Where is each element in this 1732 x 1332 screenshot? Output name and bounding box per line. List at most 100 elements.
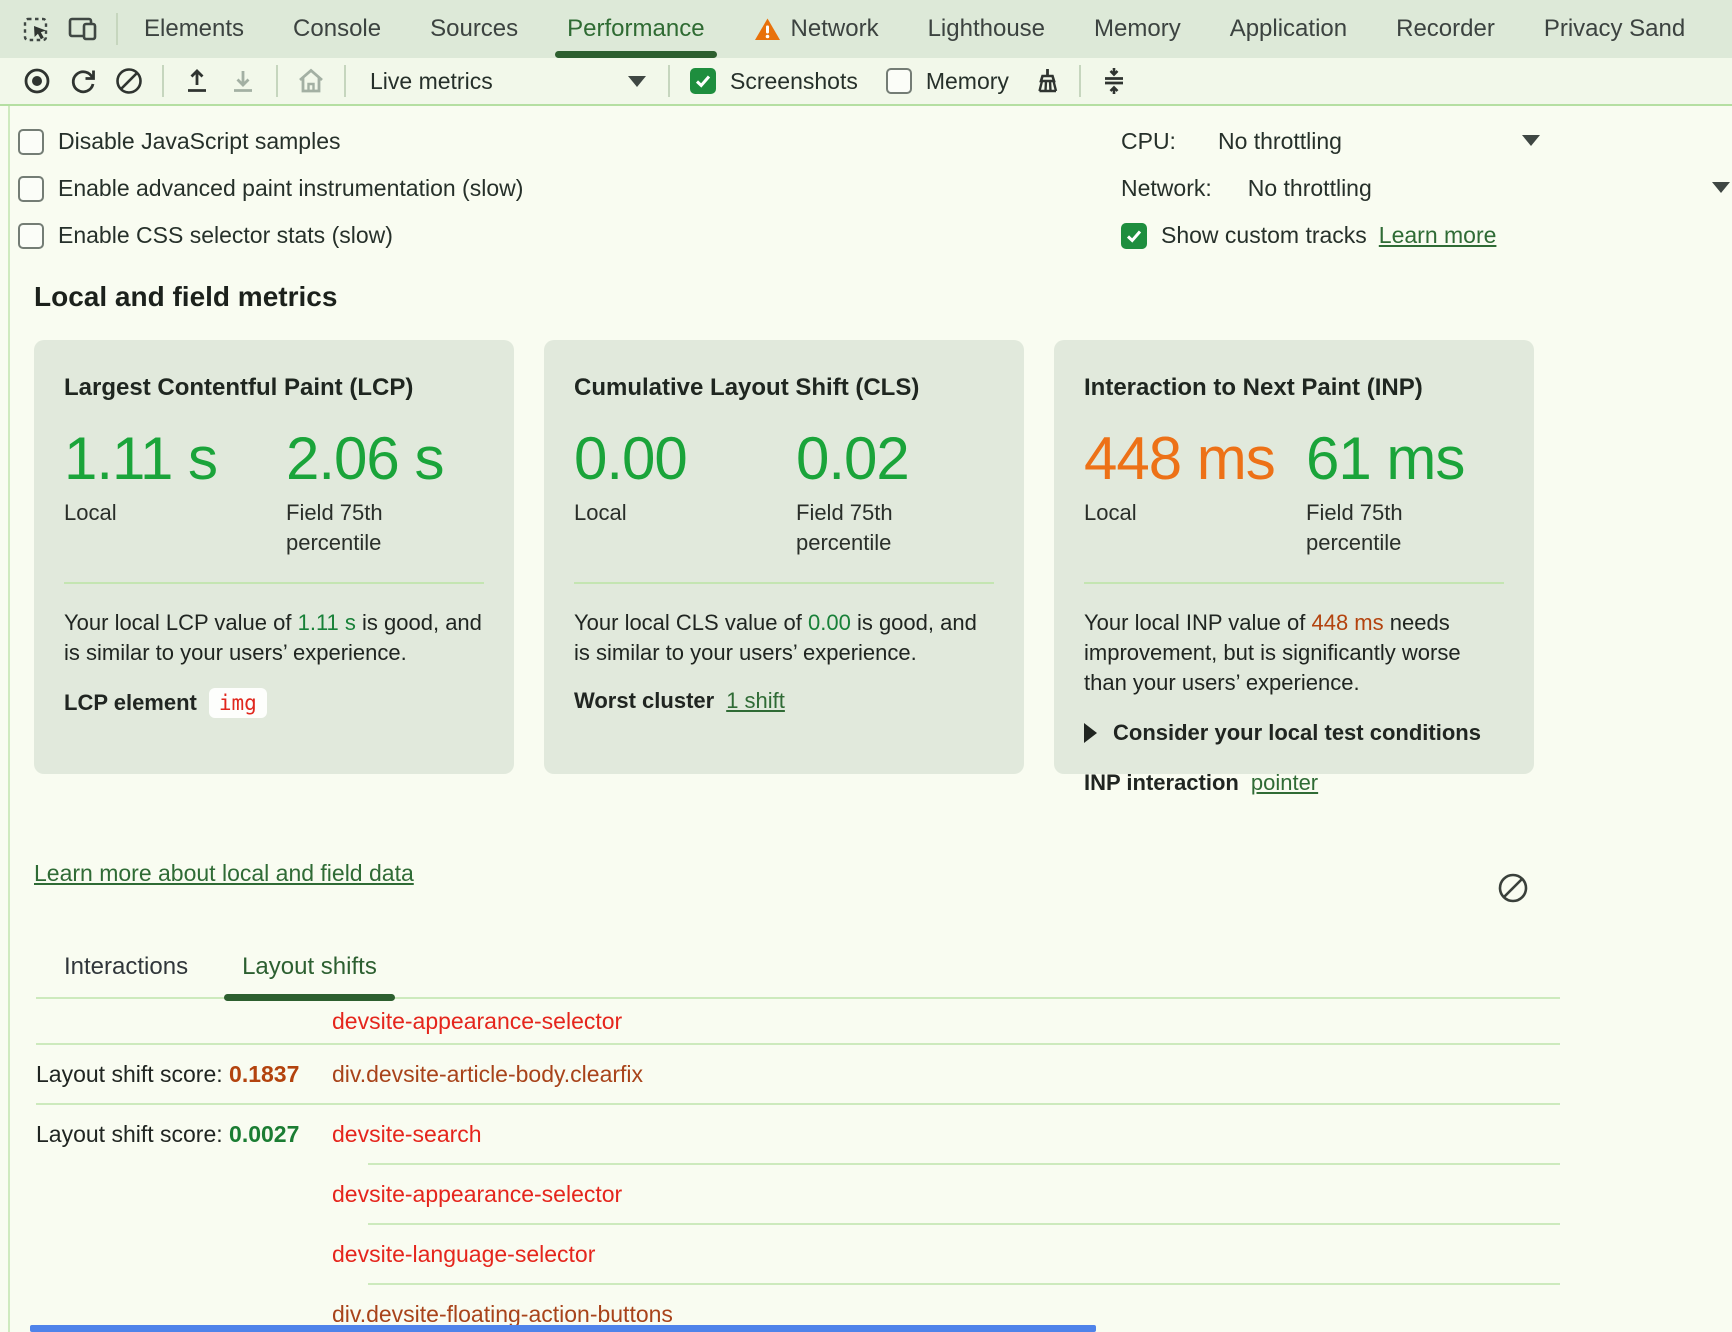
layout-shift-row[interactable]: devsite-appearance-selector xyxy=(0,999,1560,1043)
description-value: 0.00 xyxy=(808,610,851,635)
tab-network[interactable]: Network xyxy=(738,0,895,58)
performance-toolbar: Live metrics Screenshots Memory xyxy=(0,58,1732,106)
tab-application[interactable]: Application xyxy=(1214,0,1363,58)
tab-lighthouse[interactable]: Lighthouse xyxy=(912,0,1061,58)
collect-garbage-button[interactable] xyxy=(1023,61,1069,101)
toggle-device-toolbar-button[interactable] xyxy=(60,7,106,51)
row-divider xyxy=(368,1283,1560,1285)
description-text: is good, and is similar to your users’ e… xyxy=(64,610,482,665)
clear-log-button[interactable] xyxy=(1490,866,1536,910)
tab-sources[interactable]: Sources xyxy=(414,0,534,58)
memory-checkbox[interactable] xyxy=(885,68,912,94)
metric-value: 1.11 s xyxy=(64,425,218,492)
layout-shift-row[interactable]: Layout shift score: 0.1837 div.devsite-ar… xyxy=(0,1045,1560,1103)
metric-description: Your local INP value of 448 ms needs imp… xyxy=(1084,608,1504,698)
field-data-learn-more-link[interactable]: Learn more about local and field data xyxy=(34,860,414,886)
worst-cluster-link[interactable]: 1 shift xyxy=(726,688,785,713)
metric-value-label: Field 75th percentile xyxy=(1306,500,1403,555)
memory-checkbox-row[interactable]: Memory xyxy=(885,67,1009,95)
network-warning-icon xyxy=(754,17,781,42)
tab-interactions[interactable]: Interactions xyxy=(64,953,189,980)
shift-node-link[interactable]: div.devsite-floating-action-buttons xyxy=(332,1300,673,1327)
layout-shift-row[interactable]: Layout shift score: 0.0027 devsite-search xyxy=(0,1105,1560,1163)
collapse-vertical-icon xyxy=(1104,68,1123,94)
metric-value-col: 61 ms Field 75th percentile xyxy=(1306,428,1465,558)
save-profile-button[interactable] xyxy=(220,61,266,101)
disable-javascript-samples-checkbox[interactable] xyxy=(18,128,44,155)
tab-performance[interactable]: Performance xyxy=(551,0,720,58)
row-divider xyxy=(36,1043,1560,1045)
upload-icon xyxy=(188,69,206,92)
load-profile-button[interactable] xyxy=(174,61,220,101)
reload-and-record-button[interactable] xyxy=(60,61,106,101)
network-label: Network: xyxy=(1121,175,1212,201)
screenshots-checkbox[interactable] xyxy=(690,68,716,94)
clear-icon xyxy=(116,68,142,94)
card-divider xyxy=(1084,582,1504,584)
network-throttling-select[interactable]: No throttling xyxy=(1247,175,1372,201)
chevron-down-icon[interactable] xyxy=(1712,182,1730,193)
setting-enable-css-selector-stats-slow-[interactable]: Enable CSS selector stats (slow) xyxy=(18,212,523,259)
shift-node-link[interactable]: div.devsite-article-body.clearfix xyxy=(332,1060,644,1087)
tab-label: Console xyxy=(293,15,382,42)
tab-layout-shifts[interactable]: Layout shifts xyxy=(224,953,395,1001)
shift-node-link[interactable]: devsite-appearance-selector xyxy=(332,1007,623,1034)
metric-value-label: Local xyxy=(1084,500,1137,525)
inspect-element-button[interactable] xyxy=(14,7,60,51)
history-dropdown[interactable]: Live metrics xyxy=(370,68,646,95)
metric-value-col: 448 ms Local xyxy=(1084,428,1306,558)
lcp-element-chip[interactable]: img xyxy=(208,688,267,718)
tab-elements[interactable]: Elements xyxy=(128,0,260,58)
setting-disable-javascript-samples[interactable]: Disable JavaScript samples xyxy=(18,118,523,165)
show-custom-tracks-checkbox[interactable] xyxy=(1121,222,1147,249)
metric-card-title: Interaction to Next Paint (INP) xyxy=(1084,374,1423,401)
tab-label: Recorder xyxy=(1396,15,1495,42)
tab-recorder[interactable]: Recorder xyxy=(1380,0,1511,58)
description-text: is good, and is similar to your users’ e… xyxy=(574,610,977,665)
tab-memory[interactable]: Memory xyxy=(1078,0,1197,58)
back-home-button[interactable] xyxy=(288,61,334,101)
inp-interaction-link[interactable]: pointer xyxy=(1250,770,1319,795)
shift-score-value: 0.0027 xyxy=(229,1120,300,1147)
tab-privacy-sand[interactable]: Privacy Sand xyxy=(1528,0,1701,58)
enable-css-selector-stats-slow--checkbox[interactable] xyxy=(18,222,44,249)
layout-shift-row[interactable]: div.devsite-floating-action-buttons xyxy=(0,1285,1560,1332)
shift-node-link[interactable]: devsite-search xyxy=(332,1120,482,1147)
lcp-element-label: LCP element xyxy=(64,690,197,715)
selection-highlight-bar xyxy=(30,1325,1096,1332)
setting-label: Enable advanced paint instrumentation (s… xyxy=(58,175,524,201)
tab-console[interactable]: Console xyxy=(277,0,397,58)
layout-shift-row[interactable]: devsite-language-selector xyxy=(0,1225,1560,1283)
metric-card-lcp: Largest Contentful Paint (LCP) 1.11 s Loca… xyxy=(34,340,514,774)
shift-node-link[interactable]: devsite-appearance-selector xyxy=(332,1180,623,1207)
custom-tracks-learn-more-link[interactable]: Learn more xyxy=(1378,222,1497,248)
toolbar-divider xyxy=(668,65,670,97)
screenshots-checkbox-row[interactable]: Screenshots xyxy=(690,68,858,95)
metric-description: Your local LCP value of 1.11 s is good, … xyxy=(64,608,484,668)
metric-card-inp: Interaction to Next Paint (INP) 448 ms Loc… xyxy=(1054,340,1534,795)
capture-settings-left: Disable JavaScript samples Enable advance… xyxy=(18,118,523,259)
garbage-brush-icon xyxy=(1038,69,1058,93)
record-button[interactable] xyxy=(14,61,60,101)
enable-advanced-paint-instrumentation-slow--checkbox[interactable] xyxy=(18,175,44,202)
performance-panel-body: Disable JavaScript samples Enable advance… xyxy=(0,106,1732,1332)
local-conditions-disclosure[interactable]: Consider your local test conditions xyxy=(1084,720,1504,746)
layout-shift-row[interactable]: devsite-appearance-selector xyxy=(0,1165,1560,1223)
shift-node-link[interactable]: devsite-language-selector xyxy=(332,1240,596,1267)
chevron-down-icon xyxy=(628,75,646,87)
chevron-down-icon[interactable] xyxy=(1522,135,1540,146)
description-value: 448 ms xyxy=(1311,610,1384,635)
tab-label: Privacy Sand xyxy=(1543,15,1686,42)
collapse-sections-button[interactable] xyxy=(1091,61,1137,101)
cpu-throttling-select[interactable]: No throttling xyxy=(1217,128,1342,154)
checkmark-icon xyxy=(1126,230,1142,243)
cpu-label: CPU: xyxy=(1121,128,1176,154)
capture-settings-right: CPU: No throttling Network: No throttlin… xyxy=(1121,106,1732,259)
disclosure-label: Consider your local test conditions xyxy=(1113,720,1481,745)
memory-label: Memory xyxy=(925,67,1009,94)
clear-button[interactable] xyxy=(106,61,152,101)
metric-value-col: 2.06 s Field 75th percentile xyxy=(286,428,444,558)
description-text: Your local CLS value of xyxy=(574,610,808,635)
setting-enable-advanced-paint-instrumentation-slow-[interactable]: Enable advanced paint instrumentation (s… xyxy=(18,165,523,212)
